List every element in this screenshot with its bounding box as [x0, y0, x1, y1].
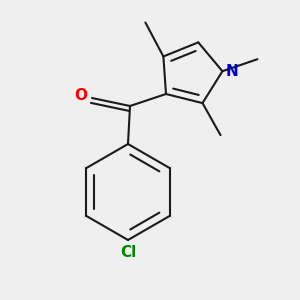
Text: O: O: [74, 88, 87, 104]
Text: N: N: [225, 64, 238, 79]
Text: Cl: Cl: [120, 245, 136, 260]
